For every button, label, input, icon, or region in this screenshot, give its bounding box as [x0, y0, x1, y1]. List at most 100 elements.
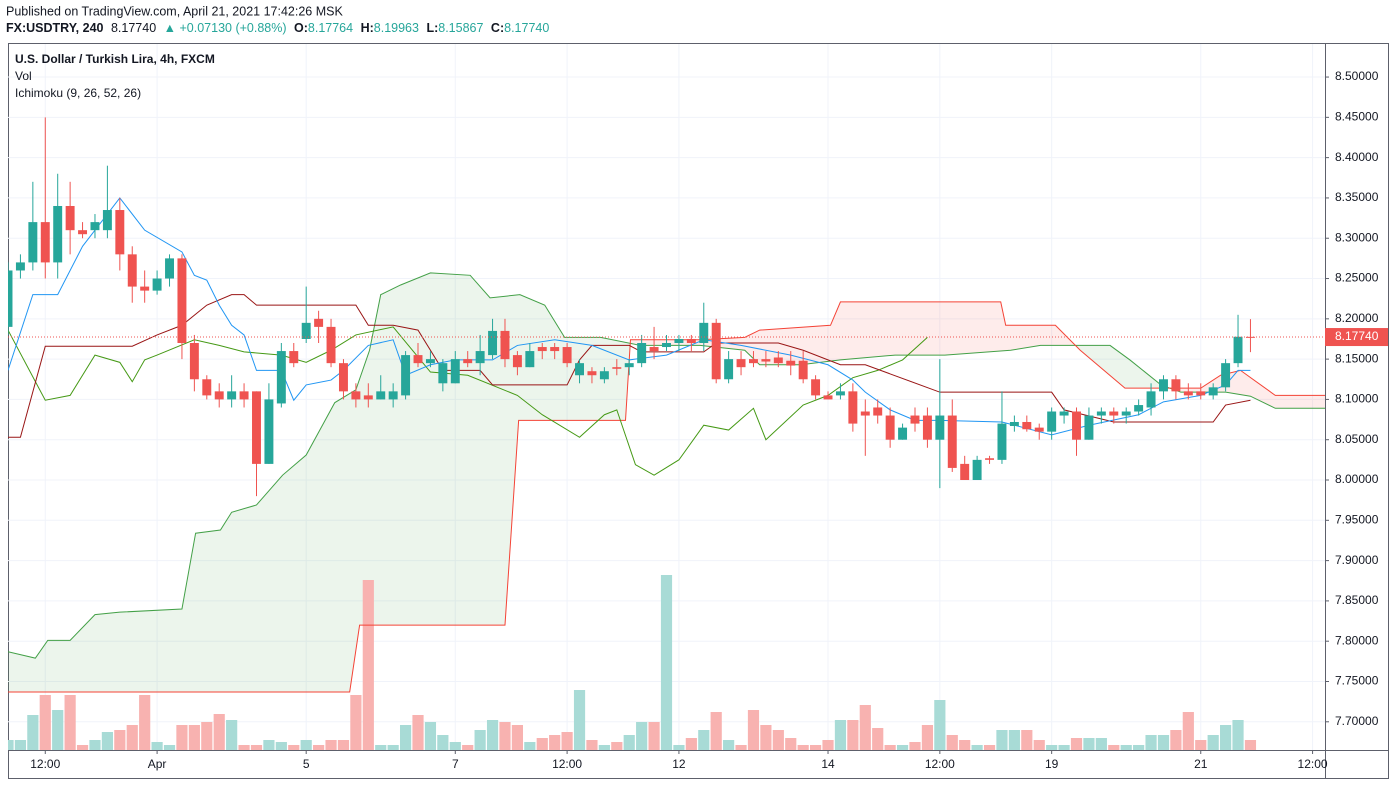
volume-bar	[834, 720, 847, 750]
candle-body	[823, 395, 833, 400]
volume-bar	[710, 712, 722, 750]
candle-body	[326, 326, 336, 364]
symbol: FX:USDTRY, 240	[6, 21, 104, 35]
volume-bar	[660, 575, 673, 750]
volume-bar	[499, 722, 511, 750]
volume-bar	[536, 738, 548, 750]
axes-layer: 8.50000 8.45000 8.40000 8.35000 8.30000 8.250…	[30, 69, 1388, 771]
volume-bar	[176, 725, 188, 750]
candle-body	[922, 415, 932, 440]
volume-bar	[1170, 730, 1182, 750]
volume-bar	[337, 740, 350, 750]
candle-body	[599, 371, 609, 380]
candle-body	[811, 379, 821, 396]
volume-bar	[785, 738, 797, 750]
candle-body	[798, 360, 808, 380]
candle-body	[997, 423, 1007, 460]
y-tick-label: 8.00000	[1335, 472, 1379, 486]
volume-bar	[735, 745, 747, 750]
volume-bar	[226, 720, 238, 750]
candle-body	[301, 322, 311, 339]
volume-bar	[1157, 735, 1170, 750]
candle-body	[1059, 411, 1069, 416]
volume-bar	[822, 740, 834, 750]
candle-body	[662, 343, 671, 348]
y-tick-label: 8.30000	[1335, 230, 1379, 244]
volume-bar	[934, 700, 946, 750]
candle-body	[1121, 411, 1131, 416]
volume-bar	[872, 728, 884, 750]
y-tick-label: 7.70000	[1335, 714, 1379, 728]
candle-body	[1022, 421, 1032, 430]
volume-bar	[996, 730, 1008, 750]
y-tick-label: 8.10000	[1335, 392, 1379, 406]
candle-body	[413, 355, 423, 364]
indicator-label: Vol	[15, 69, 32, 83]
volume-bar	[412, 715, 424, 750]
x-tick-label: 19	[1045, 757, 1059, 771]
volume-bar	[101, 732, 113, 750]
candle-body	[786, 360, 796, 366]
volume-bar	[375, 745, 387, 750]
volume-bar	[1070, 738, 1083, 750]
y-tick-label: 8.20000	[1335, 311, 1379, 325]
volume-bar	[623, 735, 635, 750]
volume-bar	[424, 722, 437, 750]
candle-body	[463, 359, 473, 364]
candle-body	[438, 363, 448, 384]
volume-bar	[14, 740, 27, 750]
candle-body	[140, 286, 150, 291]
candle-body	[885, 415, 895, 440]
volume-bar	[909, 742, 921, 750]
volume-bar	[524, 742, 536, 750]
candle-body	[90, 222, 100, 231]
y-tick-label: 8.25000	[1335, 271, 1379, 285]
y-tick-label: 8.45000	[1335, 110, 1379, 124]
volume-bar	[1244, 740, 1257, 750]
volume-bar	[1207, 735, 1219, 750]
change: ▲ +0.07130 (+0.88%)	[164, 21, 287, 35]
ohlc-value: 8.19963	[374, 21, 419, 35]
candle-body	[28, 222, 38, 263]
candle-body	[78, 230, 88, 235]
candle-body	[1109, 411, 1119, 416]
candle-body	[102, 210, 112, 231]
candle-body	[1146, 391, 1156, 408]
volume-bar	[126, 725, 138, 750]
x-tick-label: 14	[821, 757, 835, 771]
volume-bar	[52, 710, 64, 750]
plot-area	[8, 117, 1325, 750]
ichimoku-cloud	[1075, 345, 1171, 389]
volume-bar	[1083, 738, 1095, 750]
chart-frame	[8, 43, 1389, 779]
candle-body	[1233, 336, 1243, 364]
ohlc-label: H:	[361, 21, 374, 35]
volume-bar	[300, 740, 312, 750]
ichimoku-span-b	[8, 301, 1325, 693]
candle-body	[1096, 411, 1106, 416]
volume-bar	[1120, 745, 1132, 750]
candle-body	[1183, 391, 1193, 396]
symbol-line: FX:USDTRY, 240 8.17740 ▲ +0.07130 (+0.88…	[6, 21, 549, 35]
candle-body	[562, 347, 572, 364]
candle-body	[724, 359, 734, 380]
volume-bar	[151, 742, 163, 750]
volume-bar	[437, 735, 449, 750]
candle-body	[127, 254, 137, 287]
volume-bar	[188, 725, 200, 750]
candle-body	[252, 391, 261, 464]
candle-body	[1072, 411, 1081, 440]
candle-body	[8, 270, 13, 327]
volume-bar	[1182, 712, 1194, 750]
candle-body	[587, 371, 597, 376]
volume-bar	[27, 715, 39, 750]
volume-bar	[810, 745, 822, 750]
candle-body	[985, 458, 995, 460]
candle-body	[1034, 427, 1044, 432]
volume-bar	[263, 740, 275, 750]
volume-bar	[896, 745, 909, 750]
volume-bar	[673, 745, 685, 750]
ohlc-label: L:	[426, 21, 438, 35]
